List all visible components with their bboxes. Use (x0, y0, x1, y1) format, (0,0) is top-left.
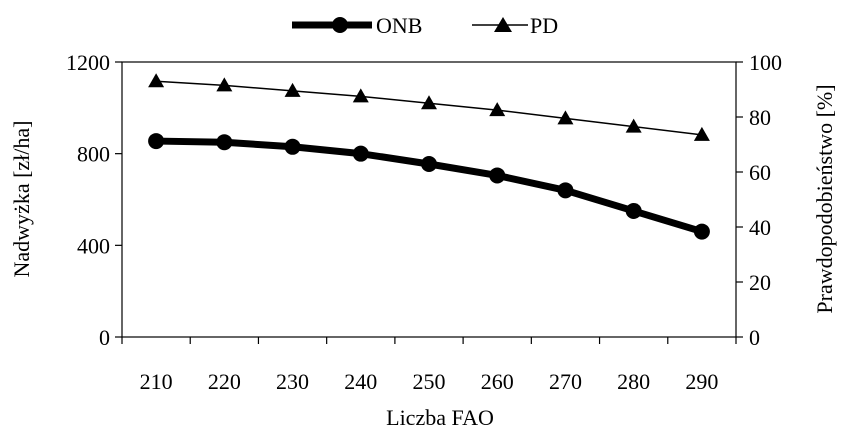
x-tick-label: 250 (413, 369, 446, 394)
legend-onb-label: ONB (376, 13, 422, 38)
x-tick-label: 290 (685, 369, 718, 394)
series-pd-point (216, 77, 233, 92)
axes (121, 61, 737, 338)
series-onb-point (421, 155, 437, 172)
y2-tick-label: 80 (749, 105, 771, 130)
series-layer (148, 73, 710, 240)
x-axis-title: Liczba FAO (386, 405, 494, 430)
y-tick-label: 1200 (66, 50, 110, 75)
x-ticks: 210 220 230 240 250 260 270 280 290 (121, 337, 737, 394)
series-onb-point (625, 202, 642, 219)
x-tick-label: 260 (481, 369, 514, 394)
series-onb-line (156, 137, 703, 235)
y2-ticks: 0 20 40 60 80 100 (736, 50, 782, 350)
legend: ONB PD (292, 13, 558, 38)
series-onb-point (557, 182, 574, 199)
y-tick-label: 0 (99, 325, 110, 350)
y-axis-title: Nadwyżka [zł/ha] (9, 121, 34, 278)
series-onb-point (216, 134, 233, 151)
y2-axis-title: Prawdopodobieństwo [%] (812, 84, 837, 313)
y2-tick-label: 0 (749, 325, 760, 350)
x-tick-label: 220 (208, 369, 241, 394)
series-pd-point (557, 110, 574, 125)
y2-tick-label: 20 (749, 270, 771, 295)
y2-tick-label: 40 (749, 215, 771, 240)
series-pd-point (352, 88, 369, 103)
series-pd-point (148, 73, 165, 88)
legend-pd-label: PD (530, 13, 558, 38)
y2-tick-label: 60 (749, 160, 771, 185)
series-pd-point (489, 102, 506, 117)
legend-onb-marker (332, 17, 348, 33)
series-pd-point (625, 118, 642, 133)
series-pd-point (693, 126, 710, 141)
series-onb-point (284, 138, 301, 155)
y-tick-label: 400 (77, 233, 110, 258)
series-onb-point (693, 223, 710, 240)
y-tick-label: 800 (77, 142, 110, 167)
y-ticks: 0 400 800 1200 (66, 50, 122, 350)
series-onb-point (148, 133, 165, 150)
series-onb-point (489, 167, 506, 184)
y2-tick-label: 100 (749, 50, 782, 75)
x-tick-label: 210 (140, 369, 173, 394)
plot-frame (121, 61, 737, 338)
x-tick-label: 270 (549, 369, 582, 394)
series-pd-point (421, 95, 437, 110)
series-pd-point (284, 82, 301, 97)
x-tick-label: 240 (344, 369, 377, 394)
x-tick-label: 280 (617, 369, 650, 394)
legend-pd-marker (494, 17, 512, 32)
series-onb-point (352, 145, 369, 162)
x-tick-label: 230 (276, 369, 309, 394)
